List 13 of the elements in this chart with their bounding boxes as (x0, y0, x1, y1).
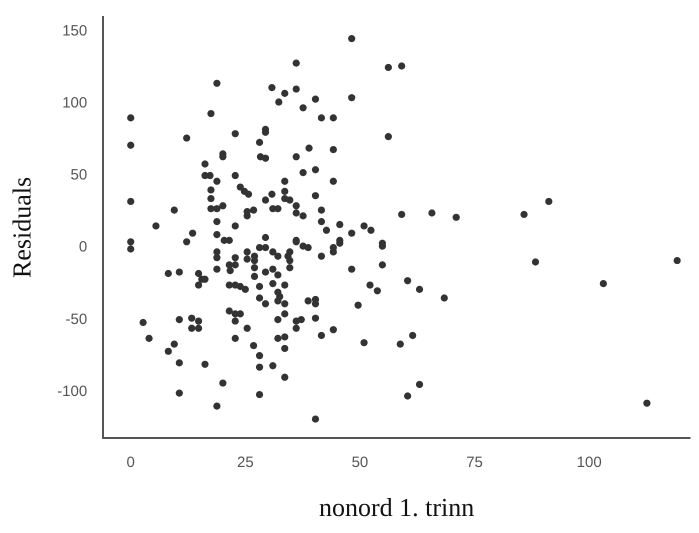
y-tick-label: 150 (62, 22, 88, 40)
y-tick-label: 50 (70, 166, 88, 184)
x-tick-label: 50 (352, 454, 368, 471)
y-tick-label: -50 (66, 310, 88, 328)
x-tick-label: 100 (576, 454, 602, 471)
x-tick-label: 0 (126, 454, 135, 471)
y-tick-label: 100 (62, 94, 88, 112)
y-axis-title: Residuals (7, 176, 36, 278)
x-tick-label: 75 (466, 454, 483, 471)
x-axis-title: nonord 1. trinn (318, 493, 474, 522)
y-tick-label: -100 (57, 382, 88, 400)
x-tick-label: 25 (236, 454, 254, 471)
y-tick-label: 0 (78, 238, 88, 256)
